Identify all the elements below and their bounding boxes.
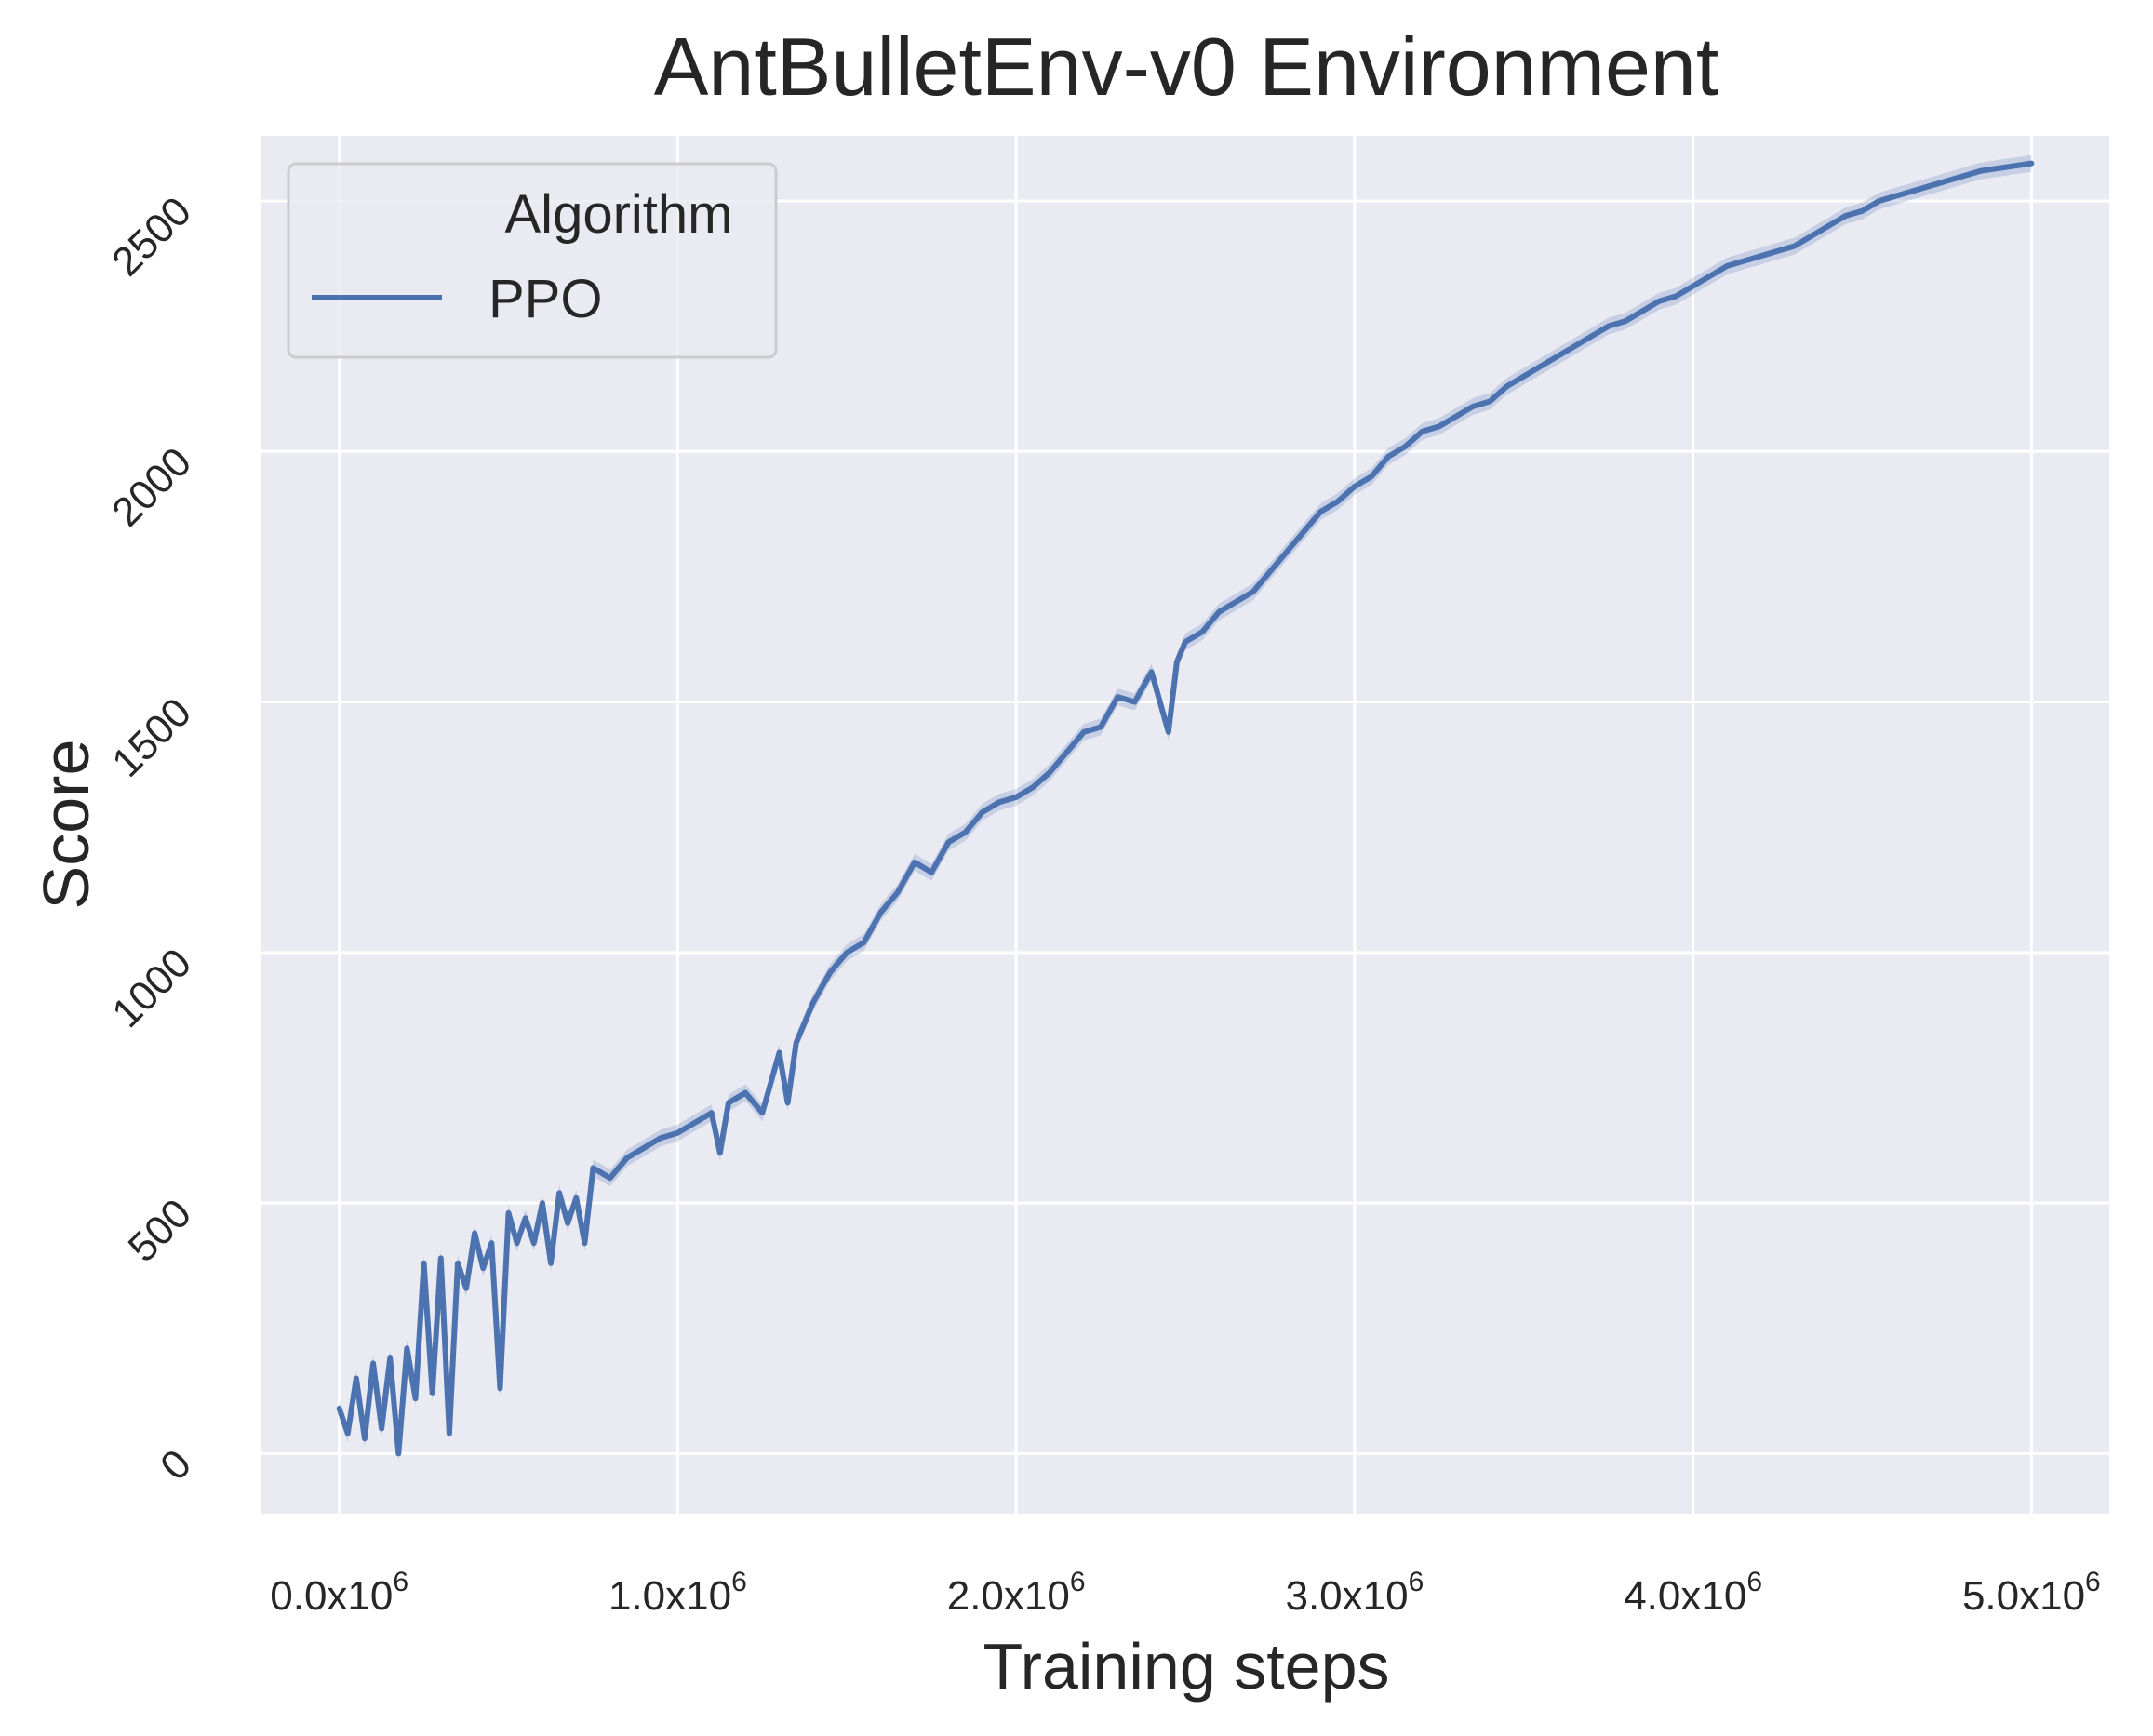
x-tick-label-0: 0.0x106 [270,1567,408,1619]
x-tick-label-2: 2.0x106 [947,1567,1086,1619]
x-tick-mantissa-5: 5.0x10 [1962,1573,2085,1619]
x-tick-exponent-5: 6 [2085,1567,2101,1597]
y-tick-label-5: 2500 [103,188,200,285]
x-tick-exponent-2: 6 [1070,1567,1086,1597]
y-tick-label-3: 1500 [103,689,200,786]
x-tick-label-1: 1.0x106 [608,1567,747,1619]
x-tick-labels: 0.0x106 1.0x106 2.0x106 3.0x106 4.0x106 5.0x1… [270,1567,2100,1619]
x-tick-mantissa-3: 3.0x10 [1285,1573,1408,1619]
series-line-0 [336,160,2035,1457]
legend-title: Algorithm [505,184,733,245]
y-tick-label-2: 1000 [103,940,200,1036]
legend-label-ppo: PPO [488,269,603,329]
x-tick-exponent-1: 6 [731,1567,747,1597]
series-layer [336,154,2035,1462]
x-axis-title: Training steps [983,1630,1389,1703]
x-tick-mantissa-4: 4.0x10 [1624,1573,1746,1619]
x-tick-exponent-4: 6 [1746,1567,1762,1597]
chart-title: AntBulletEnv-v0 Environment [654,20,1719,113]
y-axis-title: Score [30,740,102,910]
x-tick-label-5: 5.0x106 [1962,1567,2101,1619]
legend-box [287,162,778,359]
plot-area [261,136,2109,1514]
x-tick-label-4: 4.0x106 [1624,1567,1762,1619]
x-tick-mantissa-1: 1.0x10 [608,1573,731,1619]
y-tick-label-4: 2000 [103,439,200,536]
x-tick-label-3: 3.0x106 [1285,1567,1424,1619]
y-tick-label-1: 500 [120,1191,201,1272]
x-tick-mantissa-0: 0.0x10 [270,1573,393,1619]
legend: Algorithm PPO [287,162,778,359]
x-tick-mantissa-2: 2.0x10 [947,1573,1070,1619]
y-tick-labels: 0 500 1000 1500 2000 2500 [103,188,200,1489]
y-tick-label-0: 0 [152,1441,200,1489]
grid-lines [261,136,2109,1514]
x-tick-exponent-3: 6 [1409,1567,1424,1597]
x-tick-exponent-0: 6 [393,1567,408,1597]
